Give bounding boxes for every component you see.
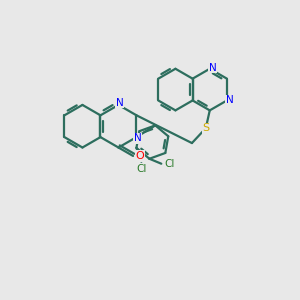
Text: N: N	[209, 63, 217, 73]
Text: S: S	[202, 123, 209, 133]
Text: N: N	[134, 133, 141, 143]
Text: O: O	[136, 151, 144, 161]
Text: N: N	[226, 95, 234, 106]
Text: Cl: Cl	[164, 159, 174, 169]
Text: Cl: Cl	[136, 164, 147, 174]
Text: N: N	[116, 98, 123, 108]
